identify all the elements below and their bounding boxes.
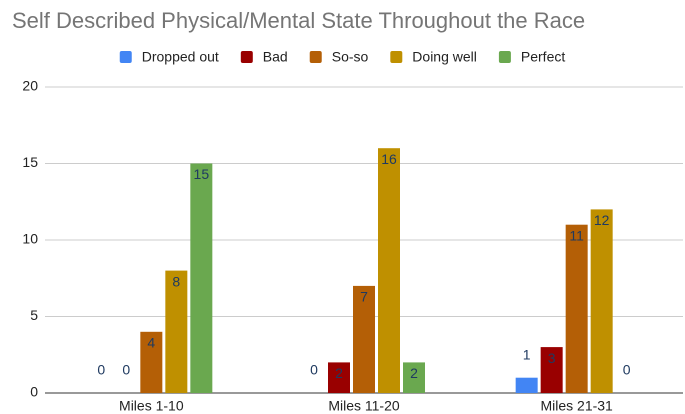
data-label: 7	[360, 289, 368, 305]
bar	[140, 331, 163, 393]
data-label: 2	[335, 365, 343, 381]
data-label: 15	[194, 166, 210, 182]
legend-swatch	[309, 51, 322, 63]
legend-label: Bad	[263, 49, 288, 65]
data-label: 0	[122, 362, 130, 378]
data-label: 1	[523, 346, 531, 362]
y-tick-label: 0	[30, 384, 38, 400]
legend-swatch	[498, 51, 511, 63]
data-label: 4	[147, 335, 155, 351]
y-tick-label: 20	[22, 78, 38, 94]
bar	[403, 362, 425, 393]
data-label: 0	[623, 362, 631, 378]
data-label: 8	[172, 273, 180, 289]
data-label: 11	[569, 227, 584, 243]
bar	[540, 347, 563, 393]
data-label: 0	[310, 362, 318, 378]
data-label: 3	[548, 350, 556, 366]
data-label: 2	[410, 365, 418, 381]
x-tick-label: Miles 11-20	[328, 398, 400, 414]
bar	[165, 270, 188, 393]
legend: Dropped out Bad So-so Doing well Perfect	[119, 49, 565, 65]
data-label: 12	[594, 212, 610, 228]
chart-title: Self Described Physical/Mental State Thr…	[12, 8, 585, 33]
legend-label: So-so	[332, 49, 369, 65]
data-label: 0	[97, 362, 105, 378]
bar	[590, 209, 613, 393]
legend-label: Doing well	[412, 49, 477, 65]
bar	[565, 224, 588, 393]
legend-swatch	[240, 51, 253, 63]
y-tick-label: 15	[22, 154, 38, 170]
bar	[190, 163, 213, 393]
bar	[378, 148, 400, 393]
legend-swatch	[390, 51, 403, 63]
legend-swatch	[119, 51, 132, 63]
x-tick-label: Miles 1-10	[119, 398, 184, 414]
x-tick-label: Miles 21-31	[540, 398, 613, 414]
bar	[515, 377, 538, 393]
data-label: 16	[381, 151, 397, 167]
y-tick-label: 5	[30, 307, 38, 323]
legend-label: Dropped out	[142, 49, 219, 65]
legend-label: Perfect	[521, 49, 565, 65]
y-tick-label: 10	[22, 231, 38, 247]
bar	[353, 285, 375, 393]
bar	[328, 362, 350, 393]
